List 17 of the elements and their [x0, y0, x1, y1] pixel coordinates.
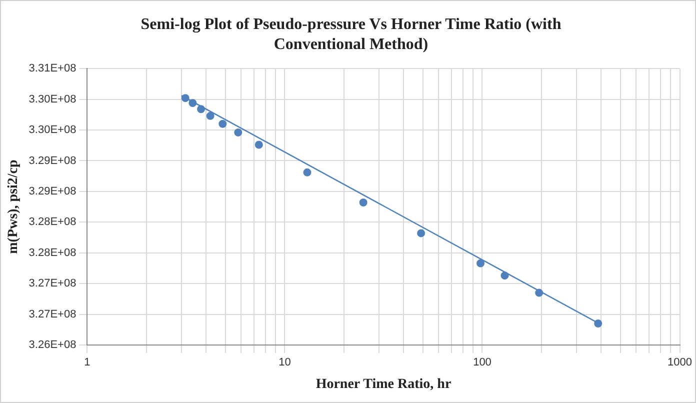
x-tick-label: 10: [278, 356, 291, 369]
y-tick-label: 3.30E+08: [28, 124, 76, 136]
y-tick-label: 3.28E+08: [28, 216, 76, 228]
chart-title: Semi-log Plot of Pseudo-pressure Vs Horner Time Ratio (with Conventional Method): [140, 15, 562, 55]
y-tick-label: 3.30E+08: [28, 93, 76, 106]
x-axis-title: Horner Time Ratio, hr: [316, 377, 452, 392]
x-tick-label: 1: [84, 356, 90, 369]
y-tick-label: 3.27E+08: [28, 278, 76, 290]
y-tick-label: 3.29E+08: [28, 154, 76, 167]
y-tick-label: 3.31E+08: [28, 62, 76, 75]
x-tick-label: 1000: [668, 356, 692, 369]
y-axis-title: m(Pws), psi2/cp: [6, 160, 22, 254]
x-tick-label: 100: [473, 356, 492, 369]
y-tick-label: 3.27E+08: [28, 308, 76, 320]
y-tick-label: 3.28E+08: [28, 246, 76, 259]
y-tick-label: 3.26E+08: [28, 339, 76, 352]
y-tick-label: 3.29E+08: [28, 185, 76, 198]
